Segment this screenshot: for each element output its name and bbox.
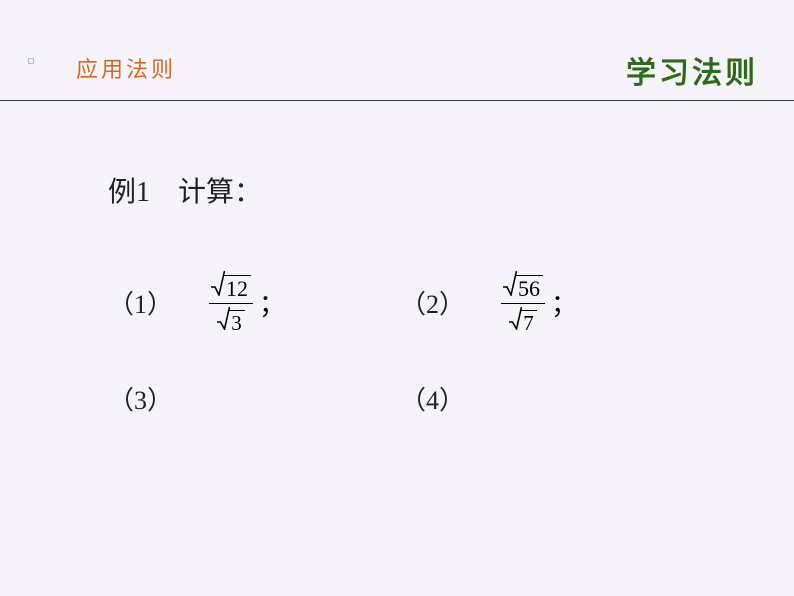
radical-icon [211,270,225,296]
fraction-bar [501,303,545,304]
example-title: 例1 计算： [108,170,262,210]
radicand: 7 [521,310,537,335]
punct: ； [551,284,577,321]
problem-3: （3） [108,380,173,417]
radicand: 12 [224,275,251,301]
sqrt-numerator: 56 [503,270,543,301]
problem-2: （2） 56 [400,270,577,336]
punct: ； [259,284,285,321]
header-region: 应用法则 学习法则 [0,0,794,100]
radical-icon [509,306,522,330]
radical-icon [503,270,517,296]
content-region: 例1 计算： （1） 12 [0,100,794,170]
problem-4: （4） [400,380,465,417]
math-fraction: 56 7 ； [501,270,577,336]
problem-number: （4） [400,380,465,417]
problem-number: （1） [108,284,173,321]
radicand: 56 [516,275,543,301]
radicand: 3 [229,310,245,335]
page-title: 学习法则 [626,48,758,92]
sqrt-numerator: 12 [211,270,251,301]
problem-1: （1） 12 [108,270,285,336]
math-fraction: 12 3 ； [209,270,285,336]
radical-icon [217,306,230,330]
sqrt-denominator: 3 [217,306,245,335]
fraction-bar [209,303,253,304]
section-label: 应用法则 [76,52,176,84]
sqrt-denominator: 7 [509,306,537,335]
problem-number: （2） [400,284,465,321]
bullet-marker [28,58,34,64]
problem-number: （3） [108,380,173,417]
